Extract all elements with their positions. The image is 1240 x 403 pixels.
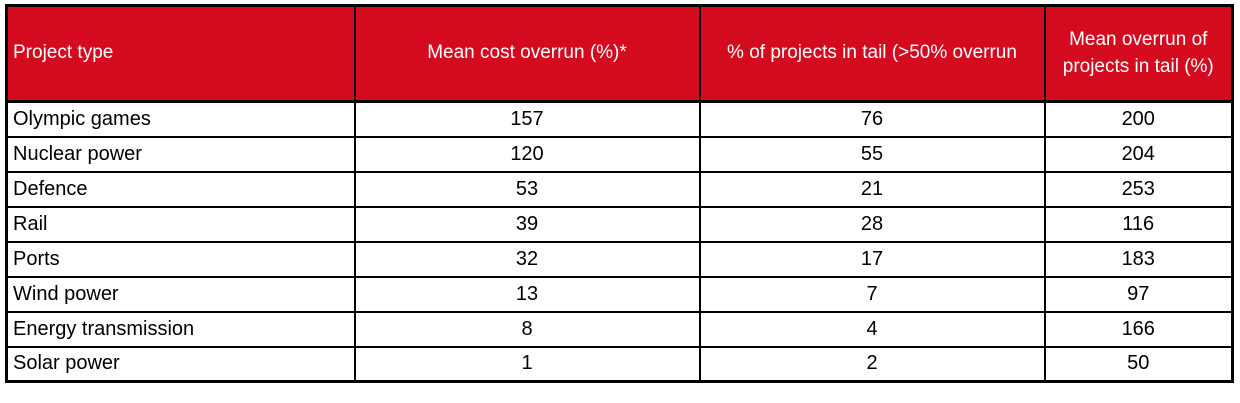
table-row: Nuclear power 120 55 204 — [5, 135, 1234, 173]
cell-mean-cost-overrun: 157 — [353, 100, 701, 138]
cell-project-type: Energy transmission — [5, 310, 356, 348]
cell-mean-cost-overrun: 53 — [353, 170, 701, 208]
cell-mean-overrun-tail: 50 — [1043, 345, 1234, 383]
cell-mean-cost-overrun: 13 — [353, 275, 701, 313]
cell-pct-in-tail: 7 — [698, 275, 1046, 313]
cell-pct-in-tail: 2 — [698, 345, 1046, 383]
cell-pct-in-tail: 17 — [698, 240, 1046, 278]
cell-mean-overrun-tail: 116 — [1043, 205, 1234, 243]
cell-mean-overrun-tail: 253 — [1043, 170, 1234, 208]
cell-mean-overrun-tail: 200 — [1043, 100, 1234, 138]
column-header-pct-projects-in-tail: % of projects in tail (>50% overrun — [698, 4, 1046, 103]
cell-pct-in-tail: 76 — [698, 100, 1046, 138]
cell-mean-cost-overrun: 39 — [353, 205, 701, 243]
column-header-project-type: Project type — [5, 4, 356, 103]
cell-project-type: Rail — [5, 205, 356, 243]
table-row: Wind power 13 7 97 — [5, 275, 1234, 313]
cell-mean-overrun-tail: 166 — [1043, 310, 1234, 348]
cell-mean-overrun-tail: 183 — [1043, 240, 1234, 278]
cell-mean-overrun-tail: 97 — [1043, 275, 1234, 313]
cell-project-type: Olympic games — [5, 100, 356, 138]
cell-project-type: Wind power — [5, 275, 356, 313]
table-row: Energy transmission 8 4 166 — [5, 310, 1234, 348]
table-row: Ports 32 17 183 — [5, 240, 1234, 278]
cell-project-type: Defence — [5, 170, 356, 208]
cell-mean-cost-overrun: 1 — [353, 345, 701, 383]
table-row: Rail 39 28 116 — [5, 205, 1234, 243]
cell-project-type: Solar power — [5, 345, 356, 383]
header-row: Project type Mean cost overrun (%)* % of… — [5, 4, 1234, 103]
cell-project-type: Nuclear power — [5, 135, 356, 173]
column-header-mean-overrun-in-tail: Mean overrun of projects in tail (%) — [1043, 4, 1234, 103]
cell-pct-in-tail: 21 — [698, 170, 1046, 208]
cell-mean-cost-overrun: 8 — [353, 310, 701, 348]
cell-mean-cost-overrun: 32 — [353, 240, 701, 278]
cell-mean-cost-overrun: 120 — [353, 135, 701, 173]
column-header-mean-cost-overrun: Mean cost overrun (%)* — [353, 4, 701, 103]
table-row: Olympic games 157 76 200 — [5, 100, 1234, 138]
cost-overrun-table: Project type Mean cost overrun (%)* % of… — [5, 4, 1234, 383]
cell-pct-in-tail: 55 — [698, 135, 1046, 173]
table-row: Defence 53 21 253 — [5, 170, 1234, 208]
cell-project-type: Ports — [5, 240, 356, 278]
cell-pct-in-tail: 4 — [698, 310, 1046, 348]
cell-pct-in-tail: 28 — [698, 205, 1046, 243]
cell-mean-overrun-tail: 204 — [1043, 135, 1234, 173]
table-row: Solar power 1 2 50 — [5, 345, 1234, 383]
